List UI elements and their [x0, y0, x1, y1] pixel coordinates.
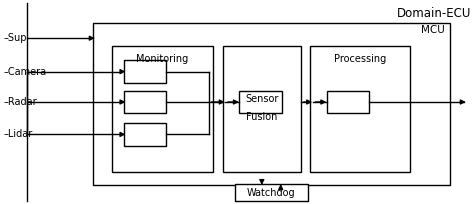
Text: –Lidar: –Lidar	[3, 129, 32, 139]
Bar	[223, 46, 301, 172]
Text: MCU: MCU	[421, 25, 445, 35]
Bar	[124, 91, 166, 113]
Text: –Radar: –Radar	[3, 97, 36, 107]
Bar	[310, 46, 410, 172]
Text: Sensor: Sensor	[245, 94, 279, 104]
Bar	[93, 23, 450, 185]
Bar	[235, 184, 308, 201]
Bar	[124, 123, 166, 146]
Bar	[112, 46, 213, 172]
Text: Watchdog: Watchdog	[247, 188, 296, 198]
Bar	[124, 60, 166, 83]
Text: Domain-ECU: Domain-ECU	[397, 7, 471, 20]
Text: –Camera: –Camera	[3, 67, 46, 77]
Text: –Sup: –Sup	[3, 33, 27, 43]
Bar	[239, 91, 282, 113]
Text: Fusion: Fusion	[246, 112, 277, 122]
Text: Processing: Processing	[334, 54, 386, 64]
Text: Monitoring: Monitoring	[137, 54, 189, 64]
Bar	[327, 91, 369, 113]
